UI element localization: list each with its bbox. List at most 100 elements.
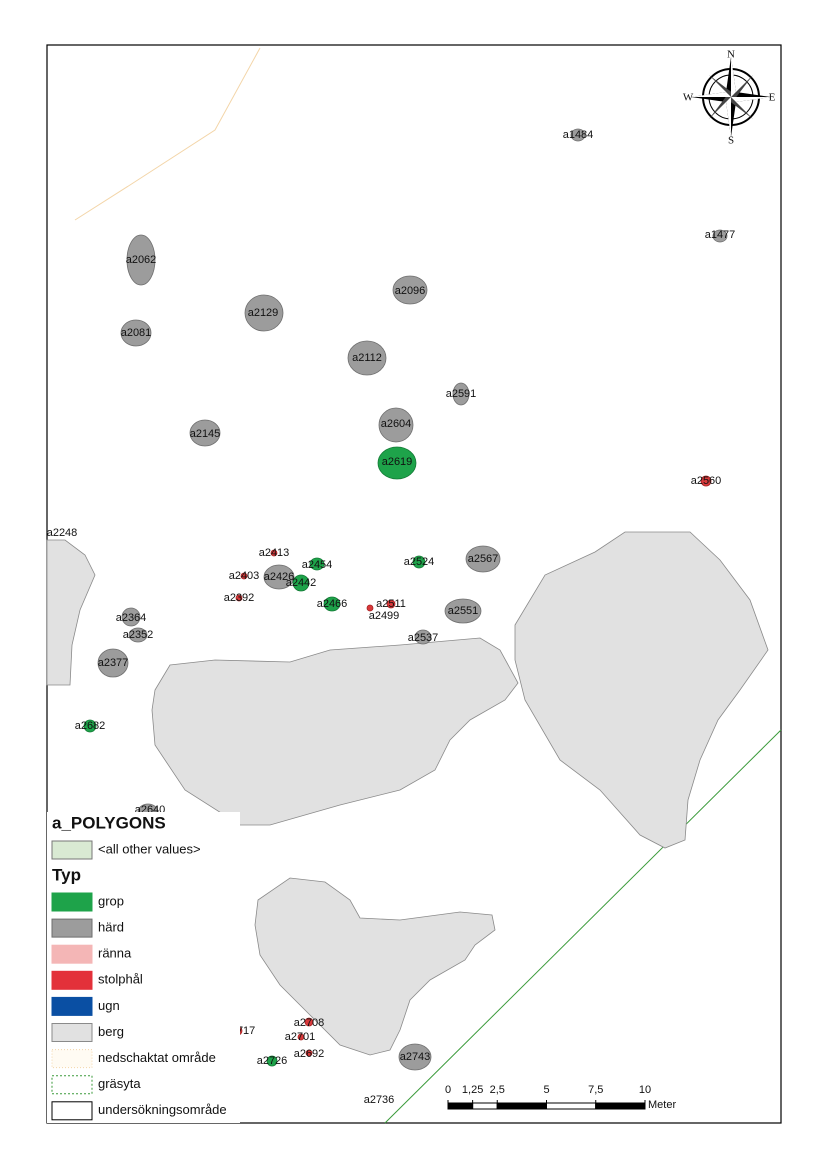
compass-letter: W — [683, 92, 694, 104]
legend-label: undersökningsområde — [98, 1102, 227, 1117]
scale-segment — [447, 1102, 474, 1110]
legend-label: berg — [98, 1024, 124, 1039]
scale-segment — [546, 1102, 597, 1110]
feature-label: a2619 — [382, 456, 413, 468]
feature-label: a2499 — [369, 610, 400, 622]
feature-grop — [377, 446, 417, 480]
compass-letter: N — [727, 49, 735, 61]
feature-hard — [97, 648, 129, 678]
legend-swatch — [51, 1023, 93, 1042]
feature-label: a2743 — [400, 1051, 431, 1063]
feature-label: a2736 — [364, 1094, 395, 1106]
feature-label: a2708 — [294, 1017, 325, 1029]
feature-hard — [712, 229, 728, 243]
legend-label: grop — [98, 893, 124, 908]
feature-label: a2454 — [302, 559, 333, 571]
legend-swatch — [51, 944, 93, 964]
feature-label: a2062 — [126, 254, 157, 266]
feature-stolphal — [297, 1033, 305, 1041]
feature-stolphal — [304, 1017, 314, 1027]
feature-hard — [121, 607, 141, 627]
feature-label: a1477 — [705, 229, 736, 241]
feature-grop — [412, 555, 426, 569]
legend-swatch — [51, 1049, 93, 1069]
bedrock — [151, 637, 519, 826]
feature-label: a2442 — [286, 577, 317, 589]
bedrock — [514, 531, 769, 849]
legend-swatch — [51, 1101, 93, 1121]
legend-title: a_POLYGONS — [52, 813, 166, 832]
feature-hard — [189, 419, 221, 447]
scale-label: 1,25 — [462, 1084, 483, 1096]
feature-label: a2392 — [224, 592, 255, 604]
excavation-boundary — [74, 47, 261, 221]
feature-label: a2560 — [691, 475, 722, 487]
scale-segment — [496, 1102, 547, 1110]
feature-label: a2692 — [294, 1048, 325, 1060]
feature-label: a2129 — [248, 307, 279, 319]
scale-segment — [595, 1102, 646, 1110]
compass-letter: S — [728, 135, 734, 147]
legend-label: ugn — [98, 998, 120, 1013]
feature-label: a2701 — [285, 1031, 316, 1043]
feature-label: a2511 — [376, 598, 406, 610]
feature-hard — [263, 564, 295, 590]
feature-label: a2413 — [259, 547, 290, 559]
compass-star — [691, 92, 731, 97]
feature-stolphal — [366, 604, 374, 612]
feature-grop — [83, 719, 97, 733]
scale-label: 10 — [639, 1084, 651, 1096]
feature-label: a2112 — [352, 352, 382, 364]
feature-label: a2426 — [264, 571, 295, 583]
feature-stolphal — [235, 594, 243, 602]
scale-unit: Meter — [648, 1099, 676, 1111]
features: a1484 a1477 a2062 a2096 a2129 a2081 a2112 a2591… — [47, 128, 736, 1106]
feature-hard — [120, 319, 152, 347]
feature-label: a2145 — [190, 428, 221, 440]
scale-label: 7,5 — [588, 1084, 603, 1096]
feature-hard — [414, 629, 432, 645]
compass-letter: E — [769, 92, 776, 104]
feature-grop — [323, 596, 341, 612]
compass-star — [731, 57, 736, 97]
legend-label: stolphål — [98, 972, 143, 987]
feature-label: a2524 — [404, 556, 435, 568]
feature-stolphal — [386, 599, 396, 609]
feature-stolphal — [700, 475, 712, 487]
feature-label: a2096 — [395, 285, 426, 297]
feature-hard — [392, 275, 428, 305]
legend-field: Typ — [52, 865, 81, 884]
feature-label: a2551 — [448, 605, 479, 617]
legend-label: <all other values> — [98, 841, 201, 856]
feature-hard — [126, 234, 156, 286]
bedrock — [254, 877, 496, 1056]
legend-label: härd — [98, 920, 124, 935]
scale-bar: 0 1,25 2,5 5 7,5 10 Meter — [445, 1084, 677, 1111]
feature-label: a2403 — [229, 570, 260, 582]
feature-hard — [465, 545, 501, 573]
feature-hard — [347, 340, 387, 376]
feature-label: a2726 — [257, 1055, 288, 1067]
legend: a_POLYGONS <all other values> Typ grop hä… — [47, 812, 240, 1123]
survey-line — [384, 729, 782, 1124]
legend-swatch — [51, 840, 93, 860]
feature-label: a2248 — [47, 527, 78, 539]
feature-hard — [444, 598, 482, 624]
feature-hard — [244, 294, 284, 332]
feature-label: a2604 — [381, 418, 412, 430]
scale-label: 2,5 — [490, 1084, 505, 1096]
feature-grop — [292, 574, 310, 592]
feature-label: a1484 — [563, 129, 594, 141]
feature-label: a2567 — [468, 553, 499, 565]
feature-label: a2081 — [121, 327, 152, 339]
feature-label: a2377 — [98, 657, 129, 669]
feature-hard — [378, 407, 414, 443]
feature-hard — [398, 1043, 432, 1071]
feature-hard — [570, 128, 586, 142]
legend-swatch — [51, 1075, 93, 1095]
legend-background — [47, 812, 240, 1123]
feature-label: a2537 — [408, 632, 439, 644]
scale-label: 0 — [445, 1084, 451, 1096]
feature-grop — [309, 557, 325, 571]
